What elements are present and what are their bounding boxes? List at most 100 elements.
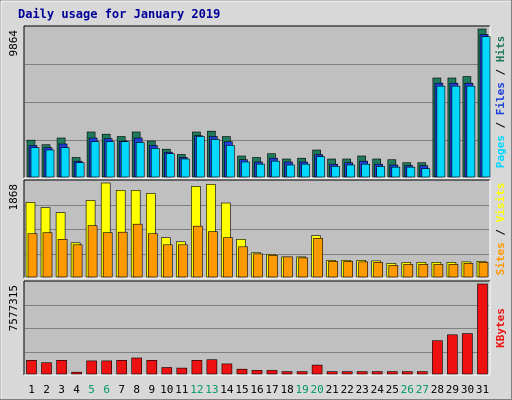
bar-pages-day-29 — [451, 85, 461, 178]
bar-kbytes-day-16 — [251, 370, 263, 375]
bar-pages-day-3 — [60, 147, 70, 178]
bar-sites-day-8 — [132, 223, 143, 278]
x-tick-label: 21 — [326, 383, 339, 396]
x-axis-labels: 1 2 3 4 5 6 7 8 9 10 11 12 13 14 15 16 17 18 19 20 21 22 23 24 2… — [28, 383, 489, 396]
bar-pages-day-16 — [256, 163, 265, 178]
x-tick-label: 31 — [476, 383, 489, 396]
bar-sites-day-2 — [42, 232, 53, 278]
bar-pages-day-23 — [361, 163, 371, 178]
bar-kbytes-day-20 — [311, 364, 323, 375]
chart-title: Daily usage for January 2019 — [18, 7, 220, 21]
bar-kbytes-day-24 — [371, 371, 383, 375]
bar-pages-day-9 — [151, 148, 160, 178]
series-label-part: / — [494, 115, 507, 135]
bar-pages-day-28 — [436, 85, 446, 178]
x-tick-label: 29 — [446, 383, 459, 396]
x-tick-label: 19 — [295, 383, 308, 396]
bar-pages-day-7 — [120, 141, 130, 178]
series-label-part: Pages — [494, 135, 507, 168]
bar-kbytes-day-11 — [176, 367, 188, 375]
bar-kbytes-day-15 — [236, 368, 248, 375]
series-label-part: Sites — [494, 242, 507, 275]
x-tick-label: 8 — [133, 383, 140, 396]
bar-pages-day-5 — [90, 141, 100, 178]
bar-sites-day-7 — [117, 231, 128, 278]
bar-kbytes-day-30 — [462, 333, 473, 375]
bar-sites-day-5 — [87, 225, 98, 278]
bar-sites-day-21 — [328, 261, 338, 278]
bar-kbytes-day-9 — [146, 359, 158, 375]
bar-pages-day-14 — [226, 145, 235, 178]
bar-pages-day-4 — [75, 162, 85, 178]
bar-kbytes-day-18 — [281, 371, 293, 375]
bar-kbytes-day-29 — [447, 334, 458, 375]
x-tick-label: 10 — [160, 383, 173, 396]
bar-pages-day-31 — [481, 36, 491, 178]
bar-kbytes-day-6 — [101, 360, 112, 375]
bar-sites-day-20 — [313, 238, 323, 278]
bar-sites-day-11 — [178, 244, 188, 278]
bar-kbytes-day-13 — [206, 359, 218, 375]
series-label-part: / — [494, 62, 507, 82]
x-tick-label: 16 — [250, 383, 263, 396]
bar-kbytes-day-28 — [432, 340, 443, 375]
bar-kbytes-day-4 — [71, 371, 82, 375]
x-tick-label: 1 — [28, 383, 35, 396]
bar-pages-day-19 — [301, 163, 310, 178]
x-tick-label: 27 — [416, 383, 429, 396]
bar-sites-day-10 — [163, 244, 173, 278]
panel-series-label: Sites / Visits — [494, 183, 507, 276]
bar-pages-day-26 — [406, 166, 416, 178]
series-label-part: Hits — [494, 36, 507, 63]
bar-kbytes-day-14 — [221, 363, 233, 375]
bar-kbytes-day-5 — [86, 360, 97, 375]
bar-pages-day-12 — [196, 136, 205, 178]
x-tick-label: 5 — [88, 383, 95, 396]
bar-pages-day-30 — [466, 85, 476, 178]
bar-sites-day-3 — [57, 239, 68, 278]
bar-kbytes-day-12 — [191, 359, 203, 375]
x-tick-label: 20 — [310, 383, 323, 396]
bar-sites-day-15 — [238, 246, 248, 278]
bar-sites-day-16 — [253, 253, 263, 278]
bar-sites-day-6 — [102, 232, 113, 278]
bar-sites-day-12 — [193, 225, 203, 278]
x-tick-label: 24 — [371, 383, 385, 396]
bar-pages-day-21 — [331, 166, 340, 178]
bar-pages-day-13 — [211, 139, 220, 178]
bar-sites-day-24 — [373, 262, 384, 278]
bar-kbytes-day-19 — [296, 371, 308, 375]
bar-kbytes-day-23 — [356, 371, 368, 375]
bar-kbytes-day-10 — [161, 367, 173, 375]
bar-kbytes-day-26 — [401, 371, 413, 375]
series-label-part: Visits — [494, 183, 507, 223]
panel-hits-files-pages: 9864 Pages / Files / Hits — [7, 25, 507, 179]
panel-max-label: 9864 — [7, 30, 20, 57]
x-tick-label: 13 — [205, 383, 218, 396]
bar-sites-day-13 — [208, 231, 218, 278]
bar-kbytes-day-7 — [116, 359, 127, 375]
panel-series-label: Pages / Files / Hits — [494, 36, 507, 169]
x-tick-label: 7 — [118, 383, 125, 396]
panel-kbytes: 7577315 KBytes — [7, 280, 507, 376]
chart-panels: 9864 Pages / Files / Hits 1868 Sites / Visi… — [7, 25, 507, 376]
x-tick-label: 30 — [461, 383, 474, 396]
x-tick-label: 22 — [341, 383, 354, 396]
bar-sites-day-18 — [283, 256, 293, 278]
bar-kbytes-day-22 — [341, 371, 353, 375]
series-label-part: / — [494, 222, 507, 242]
bar-pages-day-6 — [105, 141, 115, 178]
bar-kbytes-day-25 — [386, 371, 398, 375]
x-tick-label: 11 — [175, 383, 188, 396]
panel-max-label: 7577315 — [7, 285, 20, 331]
bar-pages-day-20 — [316, 156, 325, 178]
bar-kbytes-day-17 — [266, 370, 278, 375]
bar-sites-day-23 — [358, 261, 369, 278]
x-tick-label: 17 — [265, 383, 278, 396]
bar-pages-day-27 — [421, 168, 431, 178]
bar-sites-day-27 — [418, 264, 429, 278]
x-tick-label: 28 — [431, 383, 444, 396]
x-tick-label: 18 — [280, 383, 293, 396]
panel-series-label: KBytes — [494, 308, 507, 348]
bar-pages-day-22 — [346, 164, 356, 178]
